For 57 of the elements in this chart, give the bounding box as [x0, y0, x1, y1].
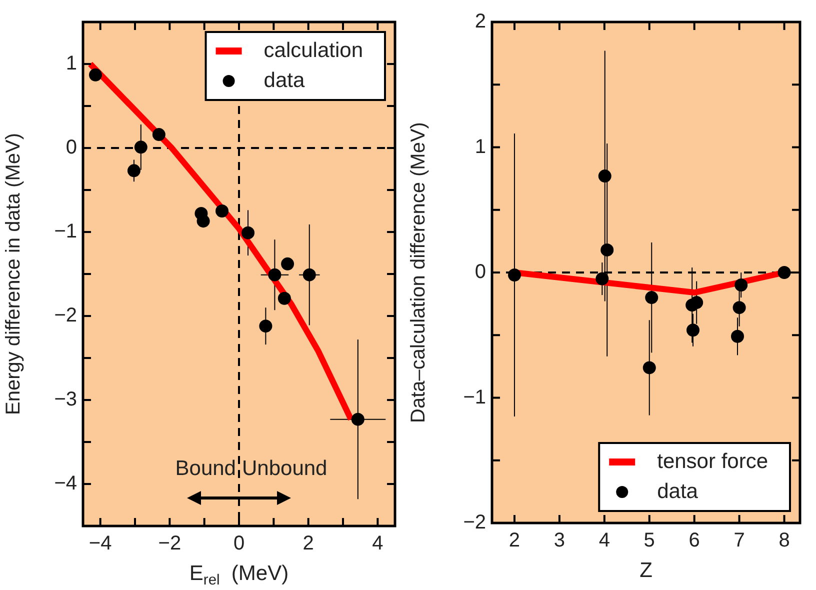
x-tick-label: 4 [598, 530, 610, 552]
legend-label: calculation [264, 38, 364, 62]
x-tick-label: −4 [88, 532, 112, 555]
point [732, 301, 746, 314]
x-tick-label: 0 [233, 532, 245, 555]
legend-label: data [264, 68, 305, 92]
point [278, 292, 291, 305]
legend-label: data [657, 480, 698, 503]
point [645, 291, 658, 304]
y-tick-label: 0 [66, 136, 77, 159]
y-axis-title: Data–calculation difference (MeV) [408, 122, 430, 423]
annotation: Bound [175, 456, 236, 480]
point [302, 268, 316, 282]
point [88, 68, 102, 82]
point [127, 164, 140, 178]
point [686, 324, 700, 337]
point [196, 214, 210, 228]
x-tick-label: 2 [508, 530, 520, 552]
y-tick-label: −2 [54, 304, 77, 327]
y-tick-label: 2 [474, 10, 486, 33]
point [778, 266, 791, 279]
y-tick-label: −2 [463, 512, 486, 534]
y-tick-label: −1 [463, 386, 486, 408]
x-tick-label: −2 [158, 532, 182, 555]
annotation: Unbound [242, 456, 328, 480]
y-axis-title: Energy difference in data (MeV) [2, 132, 25, 416]
point [216, 204, 229, 218]
x-tick-label: 2 [302, 532, 314, 555]
x-tick-label: 3 [554, 530, 566, 552]
y-tick-label: −3 [54, 388, 77, 411]
point [642, 361, 656, 374]
point [242, 226, 255, 240]
x-tick-label: 7 [734, 530, 745, 552]
point [351, 412, 364, 426]
point [134, 140, 148, 154]
x-axis-title: Z [640, 558, 653, 582]
point [734, 278, 748, 292]
point [259, 320, 272, 333]
x-tick-label: 5 [644, 530, 655, 552]
point [600, 243, 614, 256]
point [281, 257, 294, 270]
y-tick-label: −1 [54, 220, 77, 243]
point [690, 296, 704, 310]
point [596, 272, 609, 286]
y-tick-label: 0 [474, 261, 486, 284]
point [731, 330, 744, 343]
point [152, 128, 166, 142]
y-tick-label: 1 [66, 52, 77, 75]
point [268, 268, 282, 282]
x-tick-label: 4 [372, 532, 384, 555]
y-tick-label: −4 [54, 472, 77, 495]
point [598, 170, 612, 183]
x-tick-label: 6 [688, 530, 700, 552]
y-tick-label: 1 [474, 136, 486, 158]
point [508, 268, 521, 282]
legend-label: tensor force [657, 450, 768, 473]
x-tick-label: 8 [778, 530, 790, 552]
